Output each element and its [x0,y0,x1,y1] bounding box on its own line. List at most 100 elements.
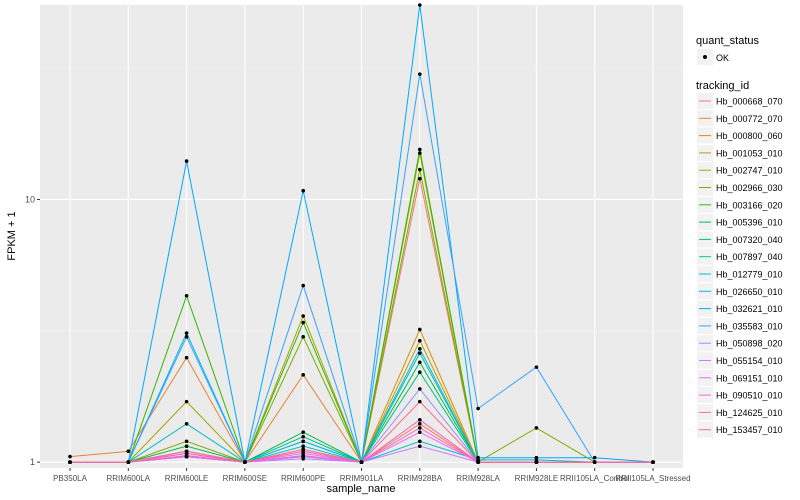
x-tick-label: RRIM928BA [398,474,443,483]
data-point [534,455,539,460]
data-point [418,444,422,449]
data-point [418,387,422,391]
data-point [301,453,306,458]
x-axis-label: sample_name [326,483,395,495]
data-point [418,417,422,422]
legend-label-ok: OK [716,53,729,63]
x-tick-label: RRIM901LA [340,474,384,483]
data-point [301,373,306,377]
data-point [184,449,189,454]
y-tick-label: 1 [30,457,35,467]
legend-label: Hb_055154_010 [716,356,783,366]
data-point [534,365,539,369]
data-point [592,460,597,464]
x-tick-label: RRII105LA_Stressed [615,474,690,483]
data-point [301,314,306,318]
data-point [301,456,306,461]
data-point [301,434,306,439]
legend-label: Hb_124625_010 [716,408,783,418]
legend: quant_status OK tracking_id Hb_000668_07… [696,35,783,438]
data-point [184,444,189,449]
legend-label: Hb_000772_070 [716,114,783,124]
x-tick-label: RRIM600LE [165,474,209,483]
data-point [184,399,189,404]
legend-label: Hb_000800_060 [716,131,783,141]
data-point [126,449,131,454]
x-tick-label: RRIM928LA [456,474,500,483]
data-point [476,455,480,460]
x-tick-label: PB350LA [53,474,87,483]
legend-title-tracking-id: tracking_id [696,80,749,92]
data-point [184,335,189,339]
data-point [418,370,422,375]
legend-label: Hb_050898_020 [716,339,783,349]
x-tick-label: RRIM600PE [281,474,325,483]
legend-label: Hb_026650_010 [716,287,783,297]
data-point [418,176,422,181]
x-tick-label: RRII105LA_Control [560,474,630,483]
data-point [184,421,189,426]
data-point [301,447,306,452]
data-point [418,399,422,404]
data-point [534,426,539,430]
series-points [68,3,655,464]
data-point [184,159,189,163]
data-point [301,283,306,288]
data-point [418,426,422,430]
x-tick-label: RRIM928LE [515,474,559,483]
data-point [418,360,422,365]
legend-point-ok [703,55,707,59]
data-point [184,454,189,459]
data-point [301,439,306,444]
data-point [418,439,422,444]
series-legend: Hb_000668_070 Hb_000772_070 Hb_000800_060 H… [697,93,783,438]
data-point [184,331,189,335]
y-axis: 1 10 [25,194,40,467]
data-point [592,455,597,460]
data-point [418,3,422,7]
data-point [418,72,422,76]
legend-label: Hb_002747_010 [716,166,783,176]
data-point [476,460,480,464]
data-point [418,421,422,426]
x-tick-label: RRIM600SE [223,474,267,483]
data-point [184,355,189,360]
data-point [418,327,422,332]
x-tick-label: RRIM600LA [107,474,151,483]
data-point [184,439,189,444]
y-tick-label: 10 [25,194,35,204]
data-point [243,460,247,464]
legend-label: Hb_069151_010 [716,373,783,383]
legend-label: Hb_153457_010 [716,425,783,435]
data-point [301,320,306,325]
data-point [301,444,306,449]
legend-label: Hb_012779_010 [716,270,783,280]
data-point [68,454,72,459]
data-point [534,460,539,464]
legend-title-quant-status: quant_status [696,35,759,47]
data-point [301,335,306,339]
data-point [301,188,306,193]
legend-label: Hb_000668_070 [716,97,783,107]
data-point [418,147,422,152]
data-point [418,351,422,355]
data-point [476,406,480,411]
grid [40,5,683,468]
data-point [184,293,189,298]
legend-label: Hb_007320_040 [716,235,783,245]
x-axis: PB350LA RRIM600LA RRIM600LE RRIM600SE RRIM60… [53,468,691,483]
legend-label: Hb_001053_010 [716,148,783,158]
legend-label: Hb_002966_030 [716,183,783,193]
data-point [301,430,306,435]
legend-label: Hb_003166_020 [716,200,783,210]
legend-label: Hb_035583_010 [716,321,783,331]
data-point [418,338,422,343]
legend-label: Hb_032621_010 [716,304,783,314]
data-point [418,151,422,156]
data-point [418,430,422,435]
data-point [68,460,72,464]
legend-label: Hb_090510_010 [716,391,783,401]
data-point [126,460,131,464]
legend-label: Hb_007897_040 [716,252,783,262]
